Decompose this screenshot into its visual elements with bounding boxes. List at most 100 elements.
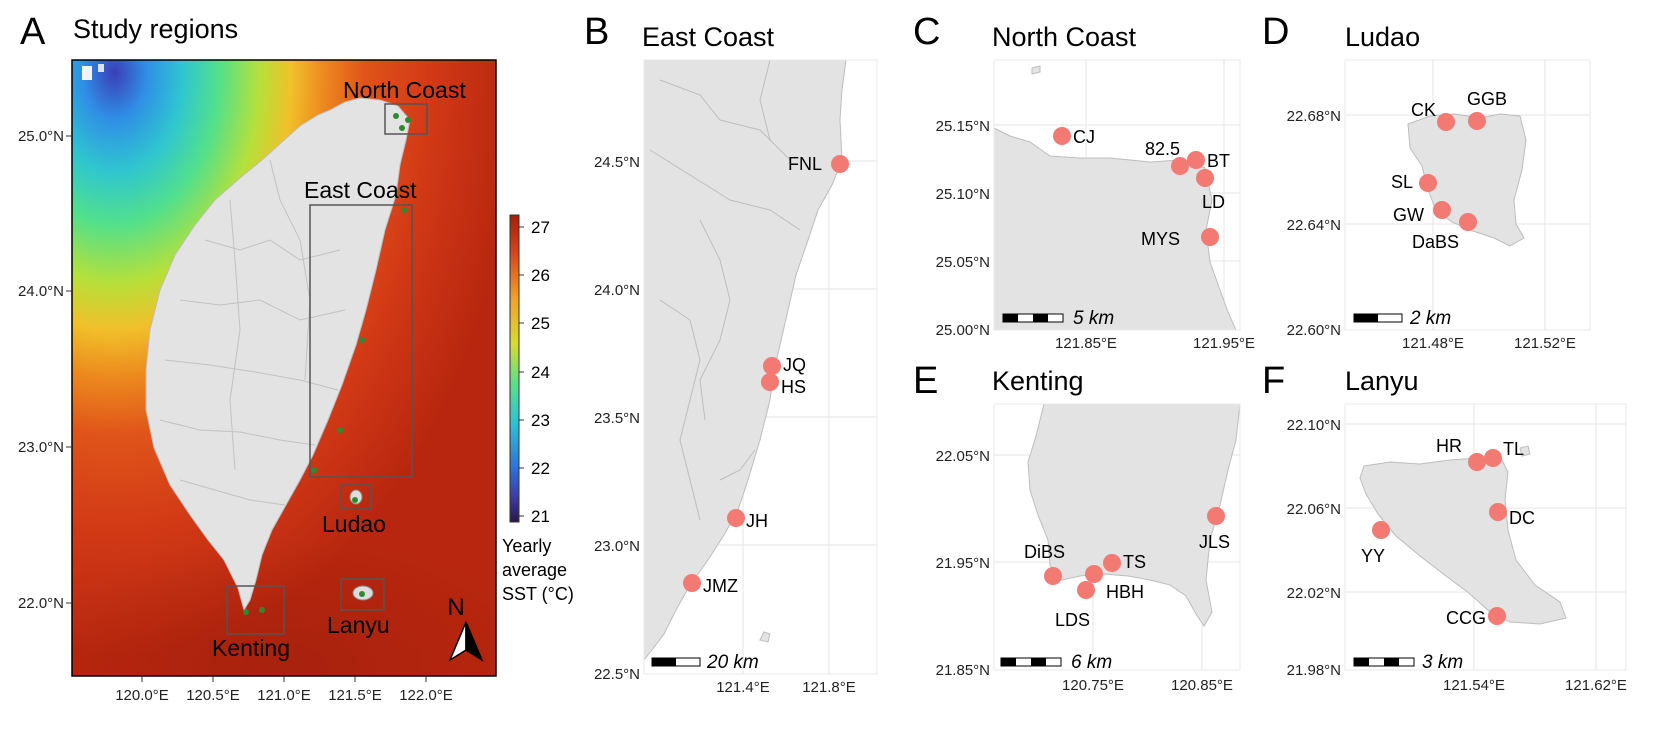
panel-b: B East Coast FNL JQ HS JH JMZ	[584, 11, 878, 696]
c-ytick-0: 25.15°N	[936, 118, 990, 135]
scale-bar-f-fill-2	[1384, 658, 1399, 666]
e-ytick-1: 21.95°N	[936, 555, 990, 572]
east-coast-land	[643, 59, 847, 662]
f-ytick-3: 21.98°N	[1287, 662, 1341, 679]
colorbar-ramp	[509, 214, 520, 523]
site-dot-hs	[761, 373, 779, 391]
d-ytick-0: 22.68°N	[1287, 108, 1341, 125]
site-label-sl: SL	[1391, 172, 1413, 192]
panel-f-sites	[1372, 449, 1507, 625]
panel-e-frame	[993, 403, 1241, 671]
site-label-ld: LD	[1202, 192, 1225, 212]
north-coast-land	[993, 127, 1237, 331]
region-label-lanyu: Lanyu	[327, 612, 390, 638]
f-ytick-2: 22.02°N	[1287, 585, 1341, 602]
site-dot-jls	[1207, 507, 1225, 525]
site-label-dibs: DiBS	[1024, 542, 1065, 562]
f-ytick-1: 22.06°N	[1287, 501, 1341, 518]
site-dot-fnl	[831, 155, 849, 173]
e-xtick-0: 120.75°E	[1062, 677, 1124, 694]
f-ytick-0: 22.10°N	[1287, 417, 1341, 434]
site-label-jls: JLS	[1199, 532, 1230, 552]
colorbar-label-line-2: average	[502, 560, 567, 580]
b-xtick-1: 121.8°E	[802, 679, 856, 696]
b-ytick-1: 24.0°N	[594, 282, 640, 299]
scale-bar-e: 6 km	[1000, 652, 1112, 673]
north-arrow-right	[465, 621, 484, 662]
site-dot-lds	[1077, 581, 1095, 599]
panel-a-yaxis: 25.0°N 24.0°N 23.0°N 22.0°N	[18, 128, 72, 612]
region-label-north-coast: North Coast	[343, 77, 466, 103]
scale-bar-d: 2 km	[1353, 308, 1451, 329]
scale-bar-c-fill-2	[1033, 314, 1048, 322]
scale-bar-c: 5 km	[1002, 308, 1114, 329]
box-ludao	[340, 484, 372, 510]
c-ytick-1: 25.10°N	[936, 186, 990, 203]
panel-title-e: Kenting	[992, 366, 1084, 396]
east-coast-borders	[649, 59, 801, 521]
box-east-coast	[309, 204, 413, 478]
a-xtick-1: 120.5°E	[186, 687, 240, 704]
scale-label-d: 2 km	[1409, 308, 1451, 329]
cb-tick-22: 22	[531, 459, 550, 478]
e-ytick-0: 22.05°N	[936, 448, 990, 465]
site-markers	[243, 113, 411, 615]
cb-tick-23: 23	[531, 411, 550, 430]
site-label-mys: MYS	[1141, 229, 1180, 249]
panel-letter-e: E	[913, 360, 938, 402]
panel-c-sites	[1053, 127, 1219, 246]
site-label-yy: YY	[1361, 546, 1385, 566]
site-label-gw: GW	[1393, 205, 1424, 225]
scale-label-b: 20 km	[706, 652, 759, 673]
site-dot-bt	[1187, 151, 1205, 169]
site-dot-sl	[1419, 174, 1437, 192]
site-dot-jq	[763, 357, 781, 375]
islet-f	[1519, 445, 1531, 457]
cb-tick-26: 26	[531, 266, 550, 285]
site-dot-dabs	[1459, 213, 1477, 231]
panel-e-sites	[1044, 507, 1225, 599]
site-label-82-5: 82.5	[1145, 139, 1180, 159]
islet-b	[759, 631, 771, 643]
sst-colorbar: 27 26 25 24 23 22 21 Yearly average SST …	[502, 214, 574, 604]
site-dot-hbh	[1085, 565, 1103, 583]
site-label-bt: BT	[1207, 151, 1230, 171]
site-dot-ts	[1103, 554, 1121, 572]
scale-label-f: 3 km	[1422, 652, 1463, 673]
site-label-hs: HS	[781, 377, 806, 397]
site-dot-gw	[1433, 201, 1451, 219]
cloud-gap	[82, 66, 92, 80]
panel-letter-b: B	[584, 11, 609, 53]
site-label-hbh: HBH	[1106, 582, 1144, 602]
site-dot-yy	[1372, 521, 1390, 539]
site-dot-tl	[1484, 449, 1502, 467]
cloud-gap-2	[98, 64, 104, 72]
cb-tick-24: 24	[531, 363, 550, 382]
panel-d: D Ludao CK GGB SL GW DaBS 2 km 22.68°N 2…	[1262, 11, 1591, 352]
a-xtick-2: 121.0°E	[257, 687, 311, 704]
site-label-fnl: FNL	[788, 154, 822, 174]
d-ytick-2: 22.60°N	[1287, 322, 1341, 339]
c-ytick-3: 25.00°N	[936, 322, 990, 339]
a-xtick-3: 121.5°E	[328, 687, 382, 704]
site-label-ggb: GGB	[1467, 89, 1507, 109]
site-label-jmz: JMZ	[703, 576, 738, 596]
panel-a: A Study regions	[18, 11, 497, 704]
panel-letter-f: F	[1262, 360, 1285, 402]
a-ytick-3: 22.0°N	[18, 595, 64, 612]
region-label-ludao: Ludao	[322, 511, 386, 537]
site-dot-cj	[1053, 127, 1071, 145]
colorbar-label-line-3: SST (°C)	[502, 584, 574, 604]
scale-bar-d-fill	[1354, 314, 1378, 322]
panel-b-sites	[683, 155, 849, 592]
region-label-kenting: Kenting	[212, 635, 290, 661]
panel-d-sites	[1419, 112, 1486, 231]
panel-c: C North Coast CJ 82.5 BT LD MYS 5 km 25.…	[913, 11, 1255, 352]
panel-a-xaxis: 120.0°E 120.5°E 121.0°E 121.5°E 122.0°E	[115, 676, 453, 704]
panel-title-b: East Coast	[642, 22, 775, 52]
lanyu-land	[1359, 455, 1567, 625]
b-ytick-4: 22.5°N	[594, 666, 640, 683]
box-lanyu	[340, 578, 385, 611]
panel-letter-d: D	[1262, 11, 1289, 53]
